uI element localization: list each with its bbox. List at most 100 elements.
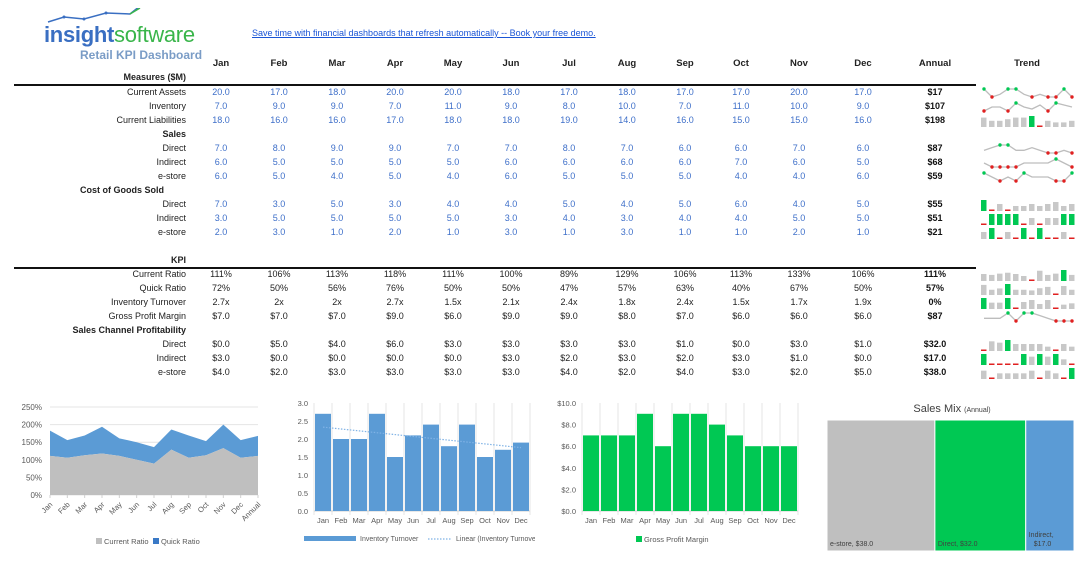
area-series-quick-ratio [50, 424, 258, 464]
treemap-tile-direct [934, 419, 1027, 552]
x-tick-label: Nov [764, 516, 778, 525]
sparkline-bar [997, 342, 1003, 351]
cell-sales-0-may: 7.0 [446, 143, 460, 153]
sparkline-bar [1061, 359, 1067, 365]
x-tick-label: Jan [585, 516, 597, 525]
cell-profitability-1-nov: $1.0 [790, 353, 808, 363]
cell-profitability-2-apr: $3.0 [386, 367, 404, 377]
cell-measures-1-jun: 9.0 [504, 101, 518, 111]
cell-sales-0-jan: 7.0 [214, 143, 228, 153]
bar-aug [709, 424, 725, 511]
cell-measures-2-dec: 16.0 [854, 115, 872, 125]
sales-mix-treemap: Sales Mix (Annual) e-store, $38.0 Direct, … [822, 393, 1080, 557]
bar-mar [619, 435, 635, 511]
sparkline-bar [989, 274, 995, 281]
sparkline-high-marker [998, 143, 1002, 147]
cell-measures-0-dec: 17.0 [854, 87, 872, 97]
cell-measures-1-oct: 11.0 [732, 101, 750, 111]
y-tick-label: 0% [30, 491, 42, 500]
bar-oct [745, 446, 761, 511]
cell-measures-2-feb: 16.0 [270, 115, 288, 125]
cell-cogs-0-dec: 5.0 [856, 199, 870, 209]
bar-jul [423, 424, 439, 511]
cell-kpi-0-jul: 89% [559, 269, 578, 279]
sparkline-profitability-0 [981, 340, 1075, 351]
measures-divider [14, 84, 976, 86]
cell-kpi-3-aug: $8.0 [618, 311, 636, 321]
promo-demo-link[interactable]: Save time with financial dashboards that… [252, 28, 596, 38]
cell-sales-2-jun: 6.0 [504, 171, 518, 181]
sparkline-bar [1029, 116, 1035, 127]
sparkline-low-marker [1054, 95, 1058, 99]
sparkline-bar [1037, 206, 1043, 211]
sparkline-path [983, 102, 1073, 112]
kpi-divider [14, 267, 976, 269]
column-header-annual: Annual [918, 58, 952, 69]
cell-cogs-2-nov: 2.0 [792, 227, 806, 237]
sparkline-bar [981, 284, 987, 295]
y-tick-label: $2.0 [561, 485, 576, 494]
x-tick-label: Jan [317, 516, 329, 525]
cell-measures-1-mar: 9.0 [330, 101, 344, 111]
sparkline-bar [1029, 344, 1035, 351]
sparkline-bar [1045, 218, 1051, 225]
sparkline-low-marker [1062, 319, 1066, 323]
cell-cogs-1-may: 5.0 [446, 213, 460, 223]
cell-profitability-0-aug: $3.0 [618, 339, 636, 349]
bar-nov [495, 449, 511, 511]
row-label-sales-0: Direct [162, 143, 186, 153]
bar-jun [405, 435, 421, 511]
sparkline-bar [997, 302, 1003, 309]
bar-may [655, 446, 671, 511]
annual-profitability-2: $38.0 [923, 367, 947, 377]
column-header-dec: Dec [854, 58, 872, 69]
sparkline-measures-0 [982, 87, 1074, 99]
cell-measures-2-apr: 17.0 [386, 115, 404, 125]
sparkline-bar [989, 289, 995, 295]
bar-sep [727, 435, 743, 511]
cell-measures-0-aug: 18.0 [618, 87, 636, 97]
sparkline-high-marker [982, 87, 986, 91]
sparkline-bar [981, 349, 987, 351]
x-tick-label: Jul [426, 516, 436, 525]
sparkline-high-marker [1054, 157, 1058, 161]
sparkline-sales-0 [983, 143, 1074, 155]
cell-measures-0-feb: 17.0 [270, 87, 288, 97]
cell-sales-1-sep: 6.0 [678, 157, 692, 167]
cell-profitability-0-may: $3.0 [444, 339, 462, 349]
x-tick-label: Mar [621, 516, 634, 525]
cell-kpi-0-sep: 106% [673, 269, 697, 279]
cell-sales-2-mar: 4.0 [330, 171, 344, 181]
cell-sales-2-jan: 6.0 [214, 171, 228, 181]
x-tick-label: Aug [710, 516, 723, 525]
sparkline-bar [1021, 228, 1027, 239]
sparkline-bar [997, 273, 1003, 281]
sparkline-bar [1061, 122, 1067, 127]
cell-sales-1-dec: 5.0 [856, 157, 870, 167]
x-tick-label: Oct [196, 499, 211, 514]
bar-jul [691, 413, 707, 511]
cell-kpi-2-aug: 1.8x [618, 297, 636, 307]
cell-cogs-1-mar: 5.0 [330, 213, 344, 223]
sparkline-bar [997, 237, 1003, 239]
sparkline-bar [1021, 289, 1027, 295]
sparkline-bar [981, 200, 987, 211]
sparkline-bar [1013, 206, 1019, 211]
sparkline-bar [1045, 120, 1051, 127]
cell-measures-1-aug: 10.0 [618, 101, 636, 111]
cell-sales-1-apr: 5.0 [388, 157, 402, 167]
sparkline-bar [1045, 237, 1051, 239]
sparkline-low-marker [1046, 109, 1050, 113]
cell-profitability-2-jun: $3.0 [502, 367, 520, 377]
sparkline-bar [1029, 218, 1035, 225]
sparkline-bar [1005, 119, 1011, 127]
x-tick-label: Nov [496, 516, 510, 525]
cell-measures-2-jan: 18.0 [212, 115, 230, 125]
sparkline-bar [1069, 289, 1075, 295]
cell-measures-2-may: 18.0 [444, 115, 462, 125]
cell-measures-1-may: 11.0 [444, 101, 462, 111]
cell-measures-2-mar: 16.0 [328, 115, 346, 125]
cell-measures-0-jun: 18.0 [502, 87, 520, 97]
cell-cogs-0-oct: 6.0 [734, 199, 748, 209]
sparkline-bar [1069, 237, 1075, 239]
